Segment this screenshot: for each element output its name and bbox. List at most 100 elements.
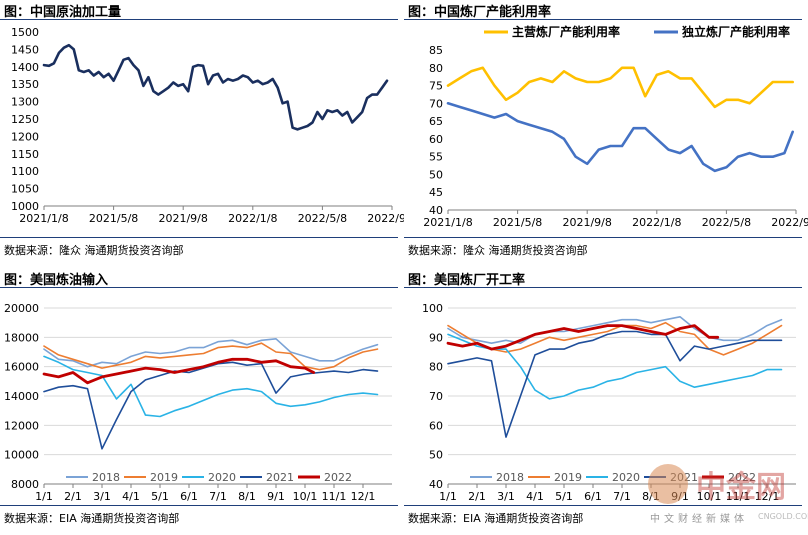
x-tick-label: 1/1 bbox=[35, 490, 53, 503]
x-tick-label: 2/1 bbox=[64, 490, 82, 503]
y-tick-label: 12000 bbox=[4, 419, 39, 432]
y-tick-label: 1200 bbox=[11, 130, 39, 143]
chart-title: 图：美国炼厂开工率 bbox=[408, 273, 526, 288]
x-tick-label: 2021/5/8 bbox=[89, 212, 138, 225]
y-tick-label: 75 bbox=[429, 80, 443, 93]
y-tick-label: 80 bbox=[429, 361, 443, 374]
title-rule bbox=[0, 287, 398, 288]
series-line-2019 bbox=[447, 321, 783, 356]
data-source: 数据来源：EIA 海通期货投资咨询部 bbox=[408, 512, 584, 525]
chart-title: 图：中国原油加工量 bbox=[4, 5, 122, 20]
watermark-url: CNGOLD.COM.CN bbox=[758, 512, 808, 521]
legend-label: 2021 bbox=[266, 471, 294, 484]
x-tick-label: 11/1 bbox=[726, 490, 751, 503]
x-tick-label: 2022/5/8 bbox=[298, 212, 347, 225]
watermark: 中金网 中文财经新媒体 CNGOLD.COM.CN bbox=[648, 462, 808, 526]
x-tick-label: 4/1 bbox=[122, 490, 140, 503]
x-tick-label: 7/1 bbox=[209, 490, 227, 503]
x-tick-label: 3/1 bbox=[93, 490, 111, 503]
series-line-2020 bbox=[447, 333, 783, 400]
y-tick-label: 40 bbox=[429, 204, 443, 217]
x-tick-label: 12/1 bbox=[351, 490, 376, 503]
y-tick-label: 90 bbox=[429, 331, 443, 344]
legend-label: 独立炼厂产能利用率 bbox=[681, 24, 790, 39]
y-tick-label: 1450 bbox=[11, 43, 39, 56]
legend-label: 主营炼厂产能利用率 bbox=[512, 24, 620, 39]
y-tick-label: 70 bbox=[429, 390, 443, 403]
y-tick-label: 1100 bbox=[11, 165, 39, 178]
title-rule bbox=[404, 287, 802, 288]
crude-processing-chart: 1000 1050 1100 1150 1200 1250 1300 1350 1400 1450… bbox=[11, 26, 404, 225]
x-tick-label: 10/1 bbox=[293, 490, 318, 503]
x-tick-label: 2022/1/8 bbox=[228, 212, 277, 225]
series-line-主营炼厂产能利用率 bbox=[446, 66, 795, 109]
x-tick-label: 5/1 bbox=[151, 490, 169, 503]
y-tick-label: 45 bbox=[429, 186, 443, 199]
x-tick-label: 2/1 bbox=[468, 490, 486, 503]
legend-label: 2020 bbox=[208, 471, 236, 484]
y-tick-label: 40 bbox=[429, 478, 443, 491]
legend-label: 2019 bbox=[554, 471, 582, 484]
y-tick-label: 1400 bbox=[11, 61, 39, 74]
y-tick-label: 16000 bbox=[4, 361, 39, 374]
y-tick-label: 65 bbox=[429, 115, 443, 128]
x-tick-label: 1/1 bbox=[439, 490, 457, 503]
source-rule bbox=[404, 237, 802, 238]
panel-us-refinery-operating-rate: 图：美国炼厂开工率 40 50 60 70 80 90 100 1/1 2/1 3/1 4/1 5/1… bbox=[404, 268, 808, 535]
x-tick-label: 2021/1/8 bbox=[423, 216, 472, 229]
watermark-name: 中金网 bbox=[696, 470, 786, 505]
y-tick-label: 1050 bbox=[11, 183, 39, 196]
source-rule bbox=[0, 505, 398, 506]
series-line-main bbox=[42, 43, 389, 131]
watermark-subtitle: 中文财经新媒体 bbox=[650, 514, 748, 525]
x-tick-label: 2021/9/8 bbox=[158, 212, 207, 225]
series-line-2019 bbox=[43, 342, 379, 371]
series-line-2020 bbox=[43, 355, 379, 418]
x-tick-label: 12/1 bbox=[755, 490, 780, 503]
y-tick-label: 60 bbox=[429, 419, 443, 432]
x-tick-label: 2022/9/8 bbox=[771, 216, 808, 229]
data-source: 数据来源：隆众 海通期货投资咨询部 bbox=[408, 244, 588, 257]
series-line-2021 bbox=[43, 361, 379, 450]
y-tick-label: 1500 bbox=[11, 26, 39, 39]
y-tick-label: 18000 bbox=[4, 331, 39, 344]
us-refinery-input-chart: 8000 10000 12000 14000 16000 18000 20000 1/1 2/1… bbox=[4, 302, 392, 503]
x-tick-label: 2021/9/8 bbox=[562, 216, 611, 229]
data-source: 数据来源：隆众 海通期货投资咨询部 bbox=[4, 244, 184, 257]
y-tick-label: 10000 bbox=[4, 449, 39, 462]
legend-label: 2019 bbox=[150, 471, 178, 484]
series-line-2018 bbox=[447, 315, 783, 345]
y-tick-label: 85 bbox=[429, 44, 443, 57]
x-tick-label: 4/1 bbox=[526, 490, 544, 503]
source-rule bbox=[404, 505, 802, 506]
x-tick-label: 6/1 bbox=[584, 490, 602, 503]
y-tick-label: 80 bbox=[429, 62, 443, 75]
y-tick-label: 60 bbox=[429, 133, 443, 146]
y-tick-label: 55 bbox=[429, 151, 443, 164]
x-tick-label: 9/1 bbox=[267, 490, 285, 503]
cngold-logo-icon bbox=[648, 464, 688, 504]
source-rule bbox=[0, 237, 398, 238]
x-tick-label: 2021/1/8 bbox=[19, 212, 68, 225]
x-tick-label: 5/1 bbox=[555, 490, 573, 503]
panel-china-refinery-utilization: 图：中国炼厂产能利用率 40 45 50 55 60 65 70 75 80 85 2021/1/8… bbox=[404, 0, 808, 267]
y-tick-label: 20000 bbox=[4, 302, 39, 315]
x-tick-label: 3/1 bbox=[497, 490, 515, 503]
x-tick-label: 2022/1/8 bbox=[632, 216, 681, 229]
y-tick-label: 8000 bbox=[11, 478, 39, 491]
panel-us-refinery-input: 图：美国炼油输入 8000 10000 12000 14000 16000 18000 20… bbox=[0, 268, 404, 535]
legend-label: 2018 bbox=[496, 471, 524, 484]
y-tick-label: 1150 bbox=[11, 148, 39, 161]
series-line-2021 bbox=[447, 330, 783, 438]
y-tick-label: 70 bbox=[429, 97, 443, 110]
legend-label: 2018 bbox=[92, 471, 120, 484]
panel-china-crude-processing: 图：中国原油加工量 1000 1050 1100 1150 1200 1250 1300 13… bbox=[0, 0, 404, 267]
chart-title: 图：美国炼油输入 bbox=[4, 273, 109, 288]
x-tick-label: 7/1 bbox=[613, 490, 631, 503]
x-tick-label: 2022/5/8 bbox=[702, 216, 751, 229]
series-line-独立炼厂产能利用率 bbox=[446, 102, 795, 173]
y-tick-label: 50 bbox=[429, 449, 443, 462]
x-tick-label: 11/1 bbox=[322, 490, 347, 503]
y-tick-label: 100 bbox=[422, 302, 443, 315]
y-tick-label: 1250 bbox=[11, 113, 39, 126]
